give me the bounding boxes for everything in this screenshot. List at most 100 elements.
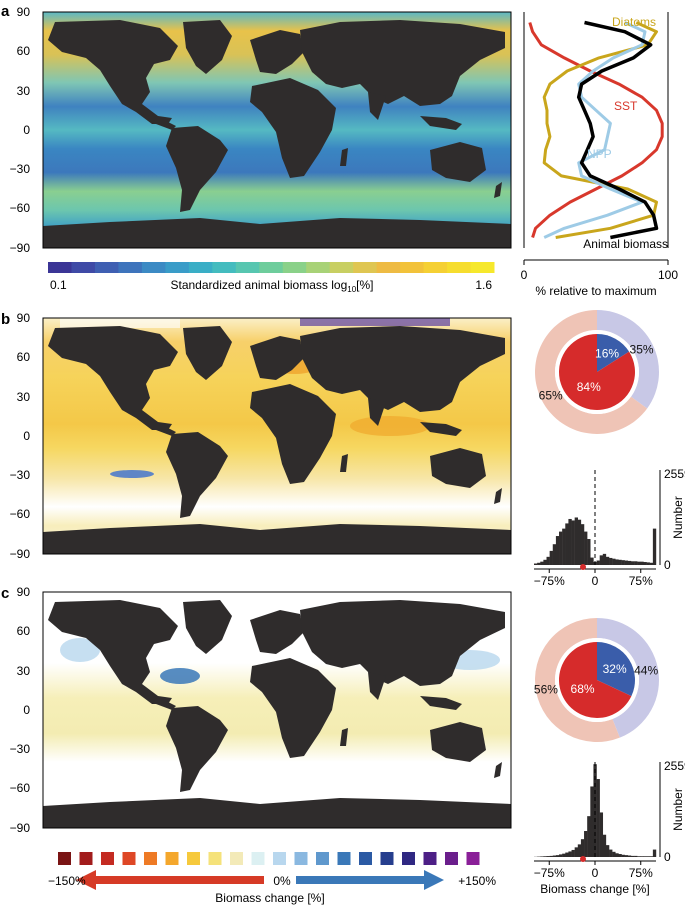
histogram-bar bbox=[615, 559, 619, 565]
histogram-bar bbox=[652, 849, 657, 857]
lat-tick: 0 bbox=[23, 429, 30, 443]
lat-tick: 90 bbox=[17, 311, 31, 325]
lat-tick: 30 bbox=[17, 84, 31, 98]
change-colorbar-swatch bbox=[294, 852, 308, 865]
label-diatoms: Diatoms bbox=[612, 15, 656, 29]
histogram-bar bbox=[574, 847, 578, 857]
histogram-bar bbox=[615, 853, 619, 857]
colorbar-swatch bbox=[400, 262, 425, 273]
profile-xlabel: % relative to maximum bbox=[535, 284, 656, 298]
histogram-bar bbox=[587, 539, 591, 565]
lat-tick: 30 bbox=[17, 664, 31, 678]
pie-outer-label-positive: 35% bbox=[630, 342, 654, 356]
histogram-bar bbox=[599, 555, 604, 565]
colorbar-swatch bbox=[165, 262, 190, 273]
colorbar-swatch bbox=[306, 262, 331, 273]
lat-tick: 60 bbox=[17, 624, 31, 638]
histogram-bar bbox=[646, 562, 650, 565]
histogram-ylabel: Number bbox=[671, 788, 685, 831]
change-colorbar-swatch bbox=[273, 852, 286, 865]
histogram-bar bbox=[630, 855, 635, 857]
histogram-xlabel: Biomass change [%] bbox=[540, 882, 649, 896]
histogram-bar bbox=[559, 854, 563, 857]
histogram-bar bbox=[577, 519, 582, 565]
histogram-bar bbox=[555, 855, 560, 857]
pie-outer-label-negative: 56% bbox=[534, 683, 558, 697]
change-colorbar-swatch bbox=[230, 852, 243, 865]
change-colorbar-swatch bbox=[445, 852, 458, 865]
change-colorbar-swatch bbox=[208, 852, 222, 865]
change-colorbar-swatch bbox=[165, 852, 179, 865]
histogram-bar bbox=[652, 528, 657, 565]
histogram-xtick: 75% bbox=[629, 574, 653, 588]
change-colorbar-swatch bbox=[58, 852, 71, 865]
lat-tick: 90 bbox=[17, 5, 31, 19]
histogram-bar bbox=[612, 558, 616, 565]
panel-letter-a: a bbox=[1, 3, 10, 20]
histogram-bar bbox=[552, 544, 557, 565]
histogram-xtick: −75% bbox=[534, 866, 565, 880]
colorbar-biomass bbox=[48, 262, 495, 273]
colorbar-change bbox=[58, 852, 480, 865]
histogram-bar bbox=[543, 856, 547, 857]
pie-outer-slice-negative bbox=[534, 618, 620, 743]
lat-ticks-b: 90 60 30 0 −30 −60 −90 bbox=[10, 311, 31, 561]
colorbar-swatch bbox=[188, 262, 213, 273]
panel-letter-b: b bbox=[1, 311, 10, 328]
arrow-left-icon bbox=[76, 870, 264, 890]
histogram-bar bbox=[605, 845, 610, 857]
lat-tick: 0 bbox=[23, 703, 30, 717]
histogram-bar bbox=[596, 560, 600, 565]
histogram-bar bbox=[565, 852, 569, 857]
histogram-bar bbox=[630, 561, 635, 565]
panel-letter-c: c bbox=[1, 585, 9, 602]
histogram-bar bbox=[534, 563, 538, 565]
histogram-bar bbox=[587, 816, 591, 857]
profile-series-animal-biomass bbox=[576, 20, 659, 240]
lat-ticks-c: 90 60 30 0 −30 −60 −90 bbox=[10, 585, 31, 835]
histogram-bar bbox=[568, 851, 572, 857]
histogram-ytick-min: 0 bbox=[664, 558, 671, 572]
map-panel-c bbox=[42, 591, 512, 829]
lat-tick: −90 bbox=[10, 821, 31, 835]
lat-tick: 30 bbox=[17, 390, 31, 404]
pie-outer-label-positive: 44% bbox=[634, 664, 658, 678]
change-colorbar-swatch bbox=[144, 852, 157, 865]
change-colorbar-swatch bbox=[423, 852, 437, 865]
pie-chart-c: 44% 56% 32% 68% bbox=[534, 618, 659, 743]
histogram-bar bbox=[627, 560, 632, 565]
change-colorbar-swatch bbox=[359, 852, 372, 865]
lat-tick: −60 bbox=[10, 781, 31, 795]
histogram-bar bbox=[537, 562, 541, 565]
median-marker bbox=[580, 564, 586, 570]
pie-inner-label-negative: 84% bbox=[577, 380, 601, 394]
histogram-bar bbox=[646, 856, 650, 857]
map-panel-b bbox=[42, 317, 512, 555]
colorbar-swatch bbox=[376, 262, 401, 273]
histogram-bar bbox=[640, 856, 644, 857]
histogram-bar bbox=[590, 557, 594, 565]
pos-change-patch bbox=[110, 470, 154, 478]
histogram-bar bbox=[577, 844, 582, 857]
pie-inner-label-positive: 32% bbox=[603, 662, 627, 676]
histogram-c: −75% 0 75% 2559 0 Number Biomass change [%] bbox=[534, 759, 685, 896]
histogram-bar bbox=[621, 560, 625, 565]
lat-tick: 0 bbox=[23, 123, 30, 137]
colorbar-swatch bbox=[94, 262, 119, 273]
histogram-bar bbox=[549, 855, 553, 857]
histogram-bar bbox=[612, 851, 616, 857]
histogram-b: −75% 0 75% 2559 0 Number bbox=[534, 467, 685, 588]
histogram-bar bbox=[580, 839, 585, 857]
pie-inner-slice-negative bbox=[559, 334, 636, 410]
histogram-ytick-max: 2559 bbox=[664, 759, 685, 773]
change-colorbar-swatch bbox=[402, 852, 415, 865]
colorbar-swatch bbox=[212, 262, 237, 273]
lat-tick: −90 bbox=[10, 241, 31, 255]
change-colorbar-swatch bbox=[79, 852, 93, 865]
histogram-bar bbox=[624, 855, 629, 857]
pie-inner-slice-negative bbox=[559, 642, 632, 719]
colorbar-min-label: 0.1 bbox=[50, 278, 67, 292]
change-colorbar-swatch bbox=[187, 852, 200, 865]
change-arrows: −150% 0% +150% Biomass change [%] bbox=[48, 870, 496, 905]
